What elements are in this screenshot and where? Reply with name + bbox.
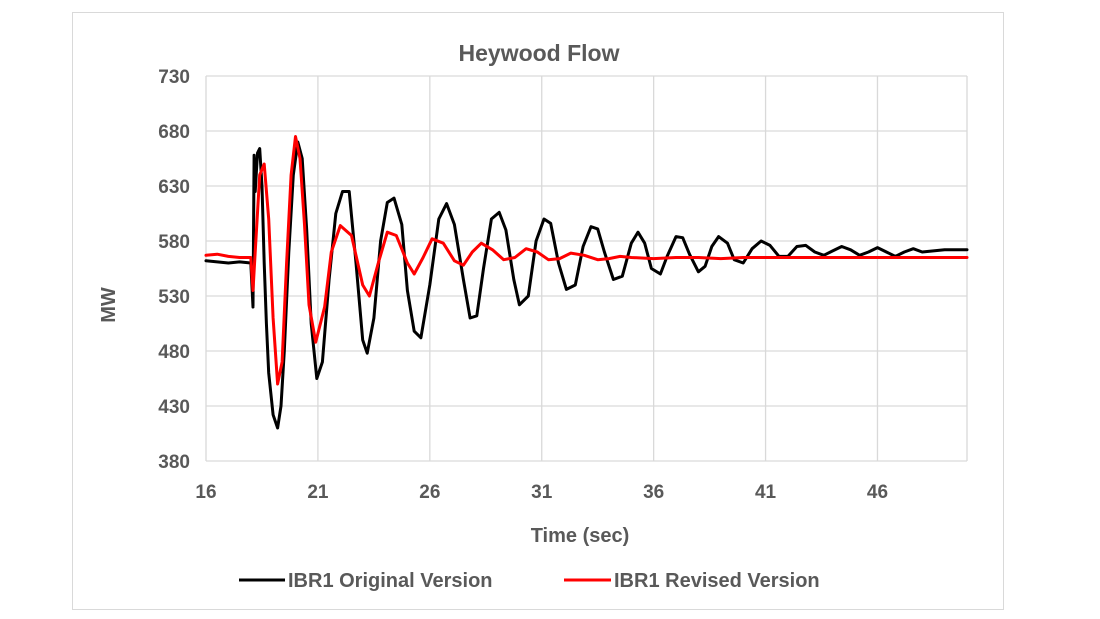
y-tick-label: 730: [158, 67, 190, 88]
x-tick-label: 41: [755, 482, 777, 503]
x-axis-title: Time (sec): [531, 525, 630, 547]
y-tick-label: 680: [158, 122, 190, 143]
series-lines: [204, 135, 969, 430]
y-tick-label: 530: [158, 287, 190, 308]
x-tick-label: 16: [195, 482, 216, 503]
y-tick-label: 380: [158, 452, 190, 473]
legend: IBR1 Original Version IBR1 Revised Versi…: [239, 570, 820, 592]
series-line-original: [204, 140, 969, 430]
legend-label-original: IBR1 Original Version: [288, 570, 493, 592]
x-tick-label: 31: [531, 482, 553, 503]
y-tick-label: 580: [158, 232, 190, 253]
y-tick-label: 630: [158, 177, 190, 198]
chart-area: 730 680 630 580 530 480 430 380 16 21 26 31 36 41 46 H…: [72, 12, 1004, 610]
x-tick-label: 26: [419, 482, 440, 503]
x-tick-label: 46: [867, 482, 888, 503]
chart-title: Heywood Flow: [459, 40, 620, 66]
legend-label-revised: IBR1 Revised Version: [614, 570, 820, 592]
x-tick-label: 36: [643, 482, 664, 503]
y-axis-title: MW: [98, 287, 120, 323]
y-tick-label: 430: [158, 397, 190, 418]
x-tick-label: 21: [307, 482, 329, 503]
grid-lines: [205, 75, 968, 462]
series-line-revised: [204, 135, 969, 386]
y-tick-label: 480: [158, 342, 190, 363]
